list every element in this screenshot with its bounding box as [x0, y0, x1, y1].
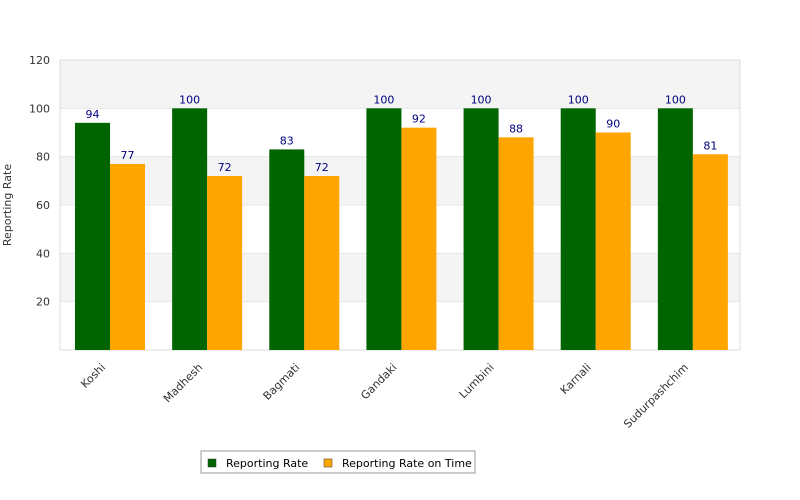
bar-reporting-rate-on-time[interactable] [304, 176, 340, 350]
data-label: 100 [665, 93, 686, 106]
y-tick-label: 40 [36, 247, 50, 260]
data-label: 94 [86, 108, 100, 121]
x-tick-label: Sudurpashchim [621, 361, 691, 431]
bar-reporting-rate-on-time[interactable] [692, 154, 728, 350]
bar-reporting-rate[interactable] [172, 108, 208, 350]
legend[interactable]: Reporting Rate Reporting Rate on Time [200, 450, 476, 474]
legend-swatch[interactable] [323, 458, 333, 468]
bar-reporting-rate-on-time[interactable] [401, 127, 437, 351]
legend-item-label[interactable]: Reporting Rate [226, 457, 308, 470]
data-label: 100 [568, 93, 589, 106]
data-label: 83 [280, 134, 294, 147]
x-tick-label: Bagmati [261, 361, 303, 403]
data-label: 77 [121, 149, 135, 162]
y-axis-label: Reporting Rate [1, 164, 14, 246]
data-label: 90 [606, 118, 620, 131]
bar-reporting-rate-on-time[interactable] [595, 132, 631, 351]
y-tick-label: 60 [36, 199, 50, 212]
x-axis: Koshi Madhesh Bagmati Gandaki Lumbini Karnali… [78, 361, 691, 431]
bar-reporting-rate[interactable] [75, 122, 110, 350]
x-tick-label: Koshi [78, 361, 108, 391]
data-label: 100 [179, 93, 200, 106]
bar-reporting-rate[interactable] [366, 108, 402, 350]
x-tick-label: Lumbini [457, 361, 497, 401]
grid-band [60, 60, 740, 109]
data-label: 92 [412, 113, 426, 126]
bar-reporting-rate[interactable] [657, 108, 693, 350]
data-labels: 94 77 100 72 83 72 100 92 100 88 100 90 100 81 [86, 93, 718, 174]
data-label: 72 [315, 161, 329, 174]
data-label: 100 [373, 93, 394, 106]
bar-reporting-rate-on-time[interactable] [110, 163, 145, 350]
x-tick-label: Gandaki [358, 361, 399, 402]
data-label: 81 [703, 139, 717, 152]
bar-reporting-rate-on-time[interactable] [207, 176, 243, 350]
legend-box [200, 450, 476, 474]
legend-item-label[interactable]: Reporting Rate on Time [342, 457, 472, 470]
y-tick-label: 20 [36, 296, 50, 309]
y-tick-label: 120 [29, 54, 50, 67]
y-axis: 20 40 60 80 100 120 [29, 54, 50, 309]
bar-reporting-rate[interactable] [269, 149, 305, 350]
bar-reporting-rate[interactable] [463, 108, 499, 350]
x-tick-label: Madhesh [161, 361, 205, 405]
data-label: 88 [509, 122, 523, 135]
bar-reporting-rate-on-time[interactable] [498, 137, 534, 350]
data-label: 100 [471, 93, 492, 106]
y-tick-label: 100 [29, 102, 50, 115]
bar-reporting-rate[interactable] [560, 108, 596, 350]
legend-swatch[interactable] [207, 458, 217, 468]
y-tick-label: 80 [36, 151, 50, 164]
x-tick-label: Karnali [558, 361, 594, 397]
bars [75, 108, 728, 351]
data-label: 72 [218, 161, 232, 174]
